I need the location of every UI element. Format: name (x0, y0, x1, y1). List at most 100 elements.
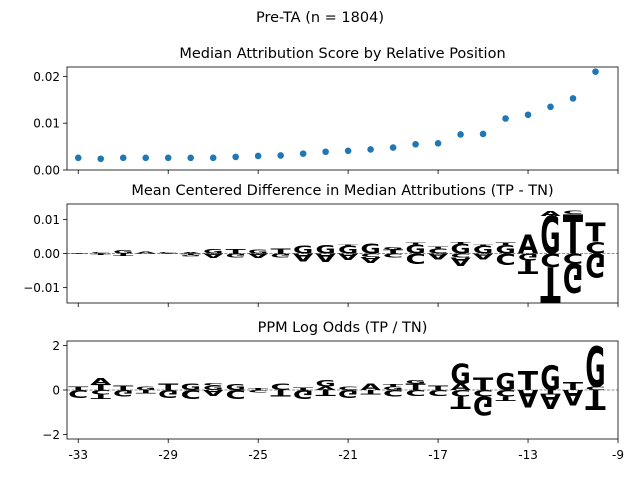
logo-letter-T: T (540, 255, 560, 313)
data-point (322, 148, 329, 156)
axes-frame (66, 203, 619, 304)
logo-letter-A: A (248, 252, 269, 259)
logo-letter-T: T (383, 249, 404, 256)
x-tick-label: -33 (68, 448, 88, 462)
logo-letter-G: G (473, 244, 493, 256)
logo-letter-G: G (113, 250, 133, 255)
logo-letter-C: C (360, 252, 380, 257)
logo-letter-C: C (158, 252, 178, 254)
logo-letter-T: T (68, 386, 89, 391)
logo-letter-T: T (113, 253, 134, 257)
logo-letter-G: G (518, 251, 538, 262)
y-tick-label: 0.00 (33, 164, 60, 178)
data-point (434, 140, 442, 147)
logo-letter-T: T (360, 388, 381, 395)
logo-letter-G: G (405, 242, 425, 256)
logo-letter-C: C (450, 252, 470, 258)
data-point (547, 103, 554, 111)
logo-letter-C: C (68, 253, 88, 254)
logo-letter-G: G (226, 383, 246, 392)
logo-letter-C: C (585, 386, 605, 391)
panel-title: Mean Centered Difference in Median Attri… (131, 183, 553, 199)
logo-letter-A: A (518, 384, 539, 412)
logo-letter-C: C (563, 250, 583, 266)
logo-letter-G: G (495, 243, 515, 257)
logo-letter-A: A (360, 255, 380, 264)
logo-letter-G: G (383, 246, 403, 250)
y-tick-label: 0 (52, 384, 60, 398)
logo-letter-C: C (248, 389, 268, 393)
log-odds-logo-panel: PPM Log Odds (TP / TN) −2 0 2 -33 -29 -25 -21 -1… (42, 320, 624, 462)
data-point (277, 152, 284, 159)
logo-letter-C: C (383, 252, 403, 258)
data-point (344, 147, 352, 155)
scatter-panel: Median Attribution Score by Relative Pos… (33, 46, 619, 178)
logo-letter-C: C (428, 388, 448, 397)
logo-letter-T: T (91, 393, 112, 400)
logo-letter-A: A (540, 389, 560, 412)
x-tick-label: -9 (612, 448, 624, 462)
logo-letter-T: T (136, 389, 157, 394)
logo-letter-C: C (68, 387, 88, 399)
x-tick-label: -21 (338, 448, 358, 462)
y-tick-label: −2 (42, 428, 60, 442)
logo-letter-C: C (428, 247, 448, 255)
logo-letter-A: A (360, 382, 381, 393)
logo-letter-A: A (473, 252, 493, 261)
y-tick-label: 0.00 (33, 247, 60, 261)
y-tick-label: −0.01 (23, 281, 60, 295)
logo-letter-C: C (495, 388, 515, 399)
logo-letter-T: T (405, 242, 426, 245)
logo-letter-T: T (450, 242, 471, 245)
y-tick-label: 0.02 (33, 70, 60, 84)
logo-letter-T: T (91, 253, 112, 255)
logo-letter-A: A (563, 385, 584, 410)
logo-letter-A: A (450, 382, 471, 393)
logo-letter-T: T (540, 388, 561, 395)
data-point (299, 150, 307, 157)
y-tick-label: 2 (52, 339, 60, 353)
logo-letter-G: G (226, 252, 246, 259)
logo-letter-A: A (91, 376, 112, 387)
logo-letter-T: T (495, 395, 516, 402)
logo-letter-T: T (338, 245, 359, 247)
data-point (592, 68, 599, 75)
axes-frame (66, 66, 619, 171)
logo-letter-A: A (518, 231, 538, 261)
logo-letter-G: G (181, 254, 201, 256)
logo-letter-A: A (316, 251, 337, 264)
logo-letter-A: A (181, 252, 202, 254)
data-point (142, 154, 150, 162)
logo-letter-T: T (473, 375, 494, 394)
data-point (74, 154, 82, 162)
logo-letter-G: G (360, 242, 380, 257)
logo-letter-G: G (563, 254, 583, 301)
logo-letter-G: G (248, 248, 268, 255)
logo-letter-G: G (495, 369, 515, 396)
logo-letter-G: G (585, 246, 605, 284)
logo-letter-G: G (203, 385, 223, 392)
logo-letter-G: G (473, 391, 493, 421)
logo-letter-T: T (405, 382, 425, 392)
logo-letter-C: C (136, 253, 156, 254)
data-point (389, 144, 397, 151)
logo-letter-C: C (91, 388, 111, 395)
logo-letter-C: C (203, 383, 223, 387)
logo-letter-T: T (316, 388, 337, 397)
data-point (367, 146, 374, 153)
logo-letter-T: T (226, 248, 247, 256)
logo-letter-A: A (293, 251, 314, 263)
logo-letter-G: G (450, 359, 470, 391)
logo-letter-G: G (293, 244, 313, 256)
logo-letter-C: C (91, 252, 111, 254)
logo-letter-T: T (450, 393, 471, 412)
data-point (569, 95, 577, 102)
logo-letter-T: T (563, 380, 584, 392)
logo-letter-G: G (293, 387, 313, 401)
logo-letter-G: G (405, 379, 425, 384)
logo-letter-G: G (113, 388, 133, 398)
logo-letter-A: A (338, 251, 359, 261)
logo-letter-G: G (338, 244, 358, 256)
logo-letter-T: T (248, 388, 269, 391)
panel-title: Median Attribution Score by Relative Pos… (179, 46, 505, 62)
